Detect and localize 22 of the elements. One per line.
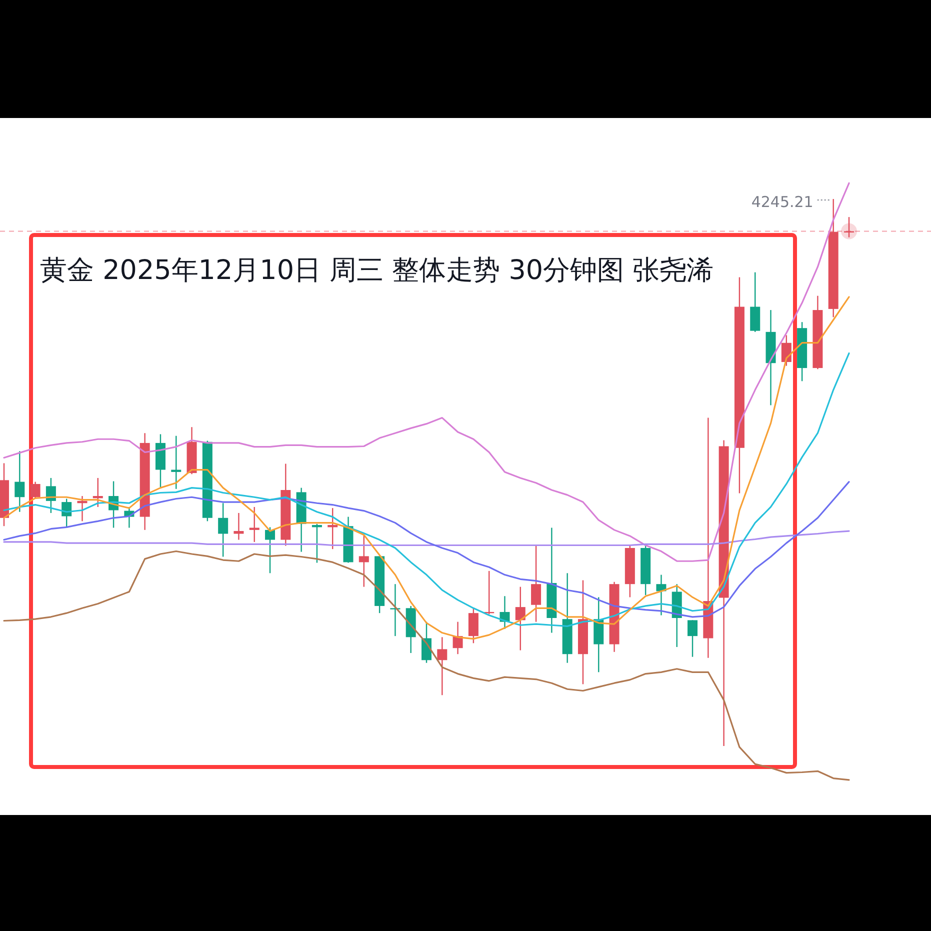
candlestick: [265, 526, 276, 574]
candlestick: [390, 583, 400, 637]
candlestick: [171, 435, 182, 490]
candlestick: [312, 523, 322, 564]
candlestick: [468, 608, 478, 644]
annotation: 4245.21: [751, 193, 814, 211]
candlestick: [358, 534, 369, 588]
candlestick: [92, 477, 103, 508]
candlestick: [328, 507, 338, 550]
candlestick: [437, 636, 448, 696]
candlestick: [218, 502, 228, 558]
candlestick: [515, 586, 526, 651]
candlestick: [77, 495, 88, 522]
candlestick: [531, 545, 542, 622]
candlestick: [249, 506, 260, 543]
candlestick: [14, 450, 25, 512]
candlestick: [30, 481, 40, 500]
candlestick: [688, 620, 698, 658]
candlestick: [234, 512, 244, 540]
candlestick: [46, 477, 56, 514]
candlestick: [62, 498, 72, 528]
text: 黄金 2025年12月10日 周三 整体走势 30分钟图 张尧浠: [40, 255, 714, 286]
